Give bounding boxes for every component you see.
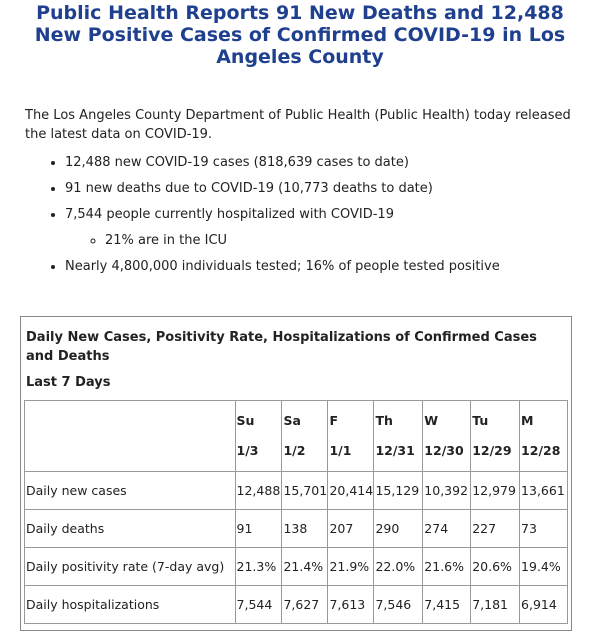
header-date: 1/2 bbox=[283, 443, 306, 458]
header-date: 12/31 bbox=[375, 443, 415, 458]
table-cell: 91 bbox=[234, 509, 283, 548]
table-cell: 274 bbox=[422, 509, 472, 548]
header-date: 12/28 bbox=[521, 443, 561, 458]
summary-list: 12,488 new COVID-19 cases (818,639 cases… bbox=[25, 153, 500, 283]
header-day: Sa bbox=[283, 413, 301, 428]
list-item: Nearly 4,800,000 individuals tested; 16%… bbox=[65, 257, 500, 276]
header-cell: F 1/1 bbox=[327, 400, 375, 472]
table-cell: 207 bbox=[327, 509, 375, 548]
table-cell: 7,181 bbox=[470, 585, 521, 624]
table-header-row: Su 1/3 Sa 1/2 F 1/1 Th 12/31 W 12/30 Tu 12/29 … bbox=[24, 400, 568, 472]
intro-paragraph: The Los Angeles County Department of Pub… bbox=[25, 108, 571, 142]
row-label: Daily deaths bbox=[24, 509, 236, 548]
table-cell: 290 bbox=[373, 509, 424, 548]
stats-table: Su 1/3 Sa 1/2 F 1/1 Th 12/31 W 12/30 Tu 12/29 … bbox=[24, 400, 568, 624]
table-cell: 10,392 bbox=[422, 471, 472, 510]
header-cell: Th 12/31 bbox=[373, 400, 424, 472]
table-cell: 73 bbox=[519, 509, 568, 548]
table-frame bbox=[20, 316, 572, 631]
table-caption: Daily New Cases, Positivity Rate, Hospit… bbox=[26, 330, 537, 364]
table-subcaption: Last 7 Days bbox=[26, 375, 111, 390]
header-day: W bbox=[424, 413, 439, 428]
table-cell: 12,488 bbox=[234, 471, 283, 510]
header-date: 1/1 bbox=[329, 443, 352, 458]
table-cell: 12,979 bbox=[470, 471, 521, 510]
table-cell: 7,544 bbox=[234, 585, 283, 624]
header-day: F bbox=[329, 413, 338, 428]
header-cell: Su 1/3 bbox=[234, 400, 283, 472]
table-row: Daily positivity rate (7-day avg) 21.3% … bbox=[24, 547, 568, 586]
header-day: Tu bbox=[472, 413, 489, 428]
row-label: Daily positivity rate (7-day avg) bbox=[24, 547, 236, 586]
table-cell: 7,415 bbox=[422, 585, 472, 624]
table-cell: 227 bbox=[470, 509, 521, 548]
row-label: Daily hospitalizations bbox=[24, 585, 236, 624]
header-date: 12/29 bbox=[472, 443, 512, 458]
table-cell: 21.3% bbox=[234, 547, 283, 586]
header-day: Su bbox=[236, 413, 255, 428]
table-cell: 13,661 bbox=[519, 471, 568, 510]
table-cell: 20,414 bbox=[327, 471, 375, 510]
header-date: 12/30 bbox=[424, 443, 464, 458]
header-cell: Tu 12/29 bbox=[470, 400, 521, 472]
header-day: M bbox=[521, 413, 534, 428]
header-date: 1/3 bbox=[236, 443, 259, 458]
header-corner-cell bbox=[24, 400, 236, 472]
table-cell: 6,914 bbox=[519, 585, 568, 624]
table-cell: 22.0% bbox=[373, 547, 424, 586]
table-row: Daily hospitalizations 7,544 7,627 7,613… bbox=[24, 585, 568, 624]
table-cell: 7,627 bbox=[281, 585, 329, 624]
table-cell: 19.4% bbox=[519, 547, 568, 586]
header-cell: M 12/28 bbox=[519, 400, 568, 472]
table-cell: 21.4% bbox=[281, 547, 329, 586]
row-label: Daily new cases bbox=[24, 471, 236, 510]
list-item: 12,488 new COVID-19 cases (818,639 cases… bbox=[65, 153, 500, 172]
table-row: Daily new cases 12,488 15,701 20,414 15,… bbox=[24, 471, 568, 510]
header-day: Th bbox=[375, 413, 393, 428]
list-item: 91 new deaths due to COVID-19 (10,773 de… bbox=[65, 179, 500, 198]
list-item-text: 7,544 people currently hospitalized with… bbox=[65, 207, 394, 222]
list-item: 7,544 people currently hospitalized with… bbox=[65, 205, 500, 250]
table-cell: 20.6% bbox=[470, 547, 521, 586]
sub-list-item: 21% are in the ICU bbox=[105, 231, 500, 250]
sub-list: 21% are in the ICU bbox=[65, 231, 500, 250]
table-cell: 21.6% bbox=[422, 547, 472, 586]
header-cell: Sa 1/2 bbox=[281, 400, 329, 472]
page-title: Public Health Reports 91 New Deaths and … bbox=[34, 2, 566, 68]
table-cell: 21.9% bbox=[327, 547, 375, 586]
table-cell: 7,613 bbox=[327, 585, 375, 624]
table-cell: 7,546 bbox=[373, 585, 424, 624]
table-cell: 15,701 bbox=[281, 471, 329, 510]
header-cell: W 12/30 bbox=[422, 400, 472, 472]
table-cell: 138 bbox=[281, 509, 329, 548]
table-cell: 15,129 bbox=[373, 471, 424, 510]
table-row: Daily deaths 91 138 207 290 274 227 73 bbox=[24, 509, 568, 548]
